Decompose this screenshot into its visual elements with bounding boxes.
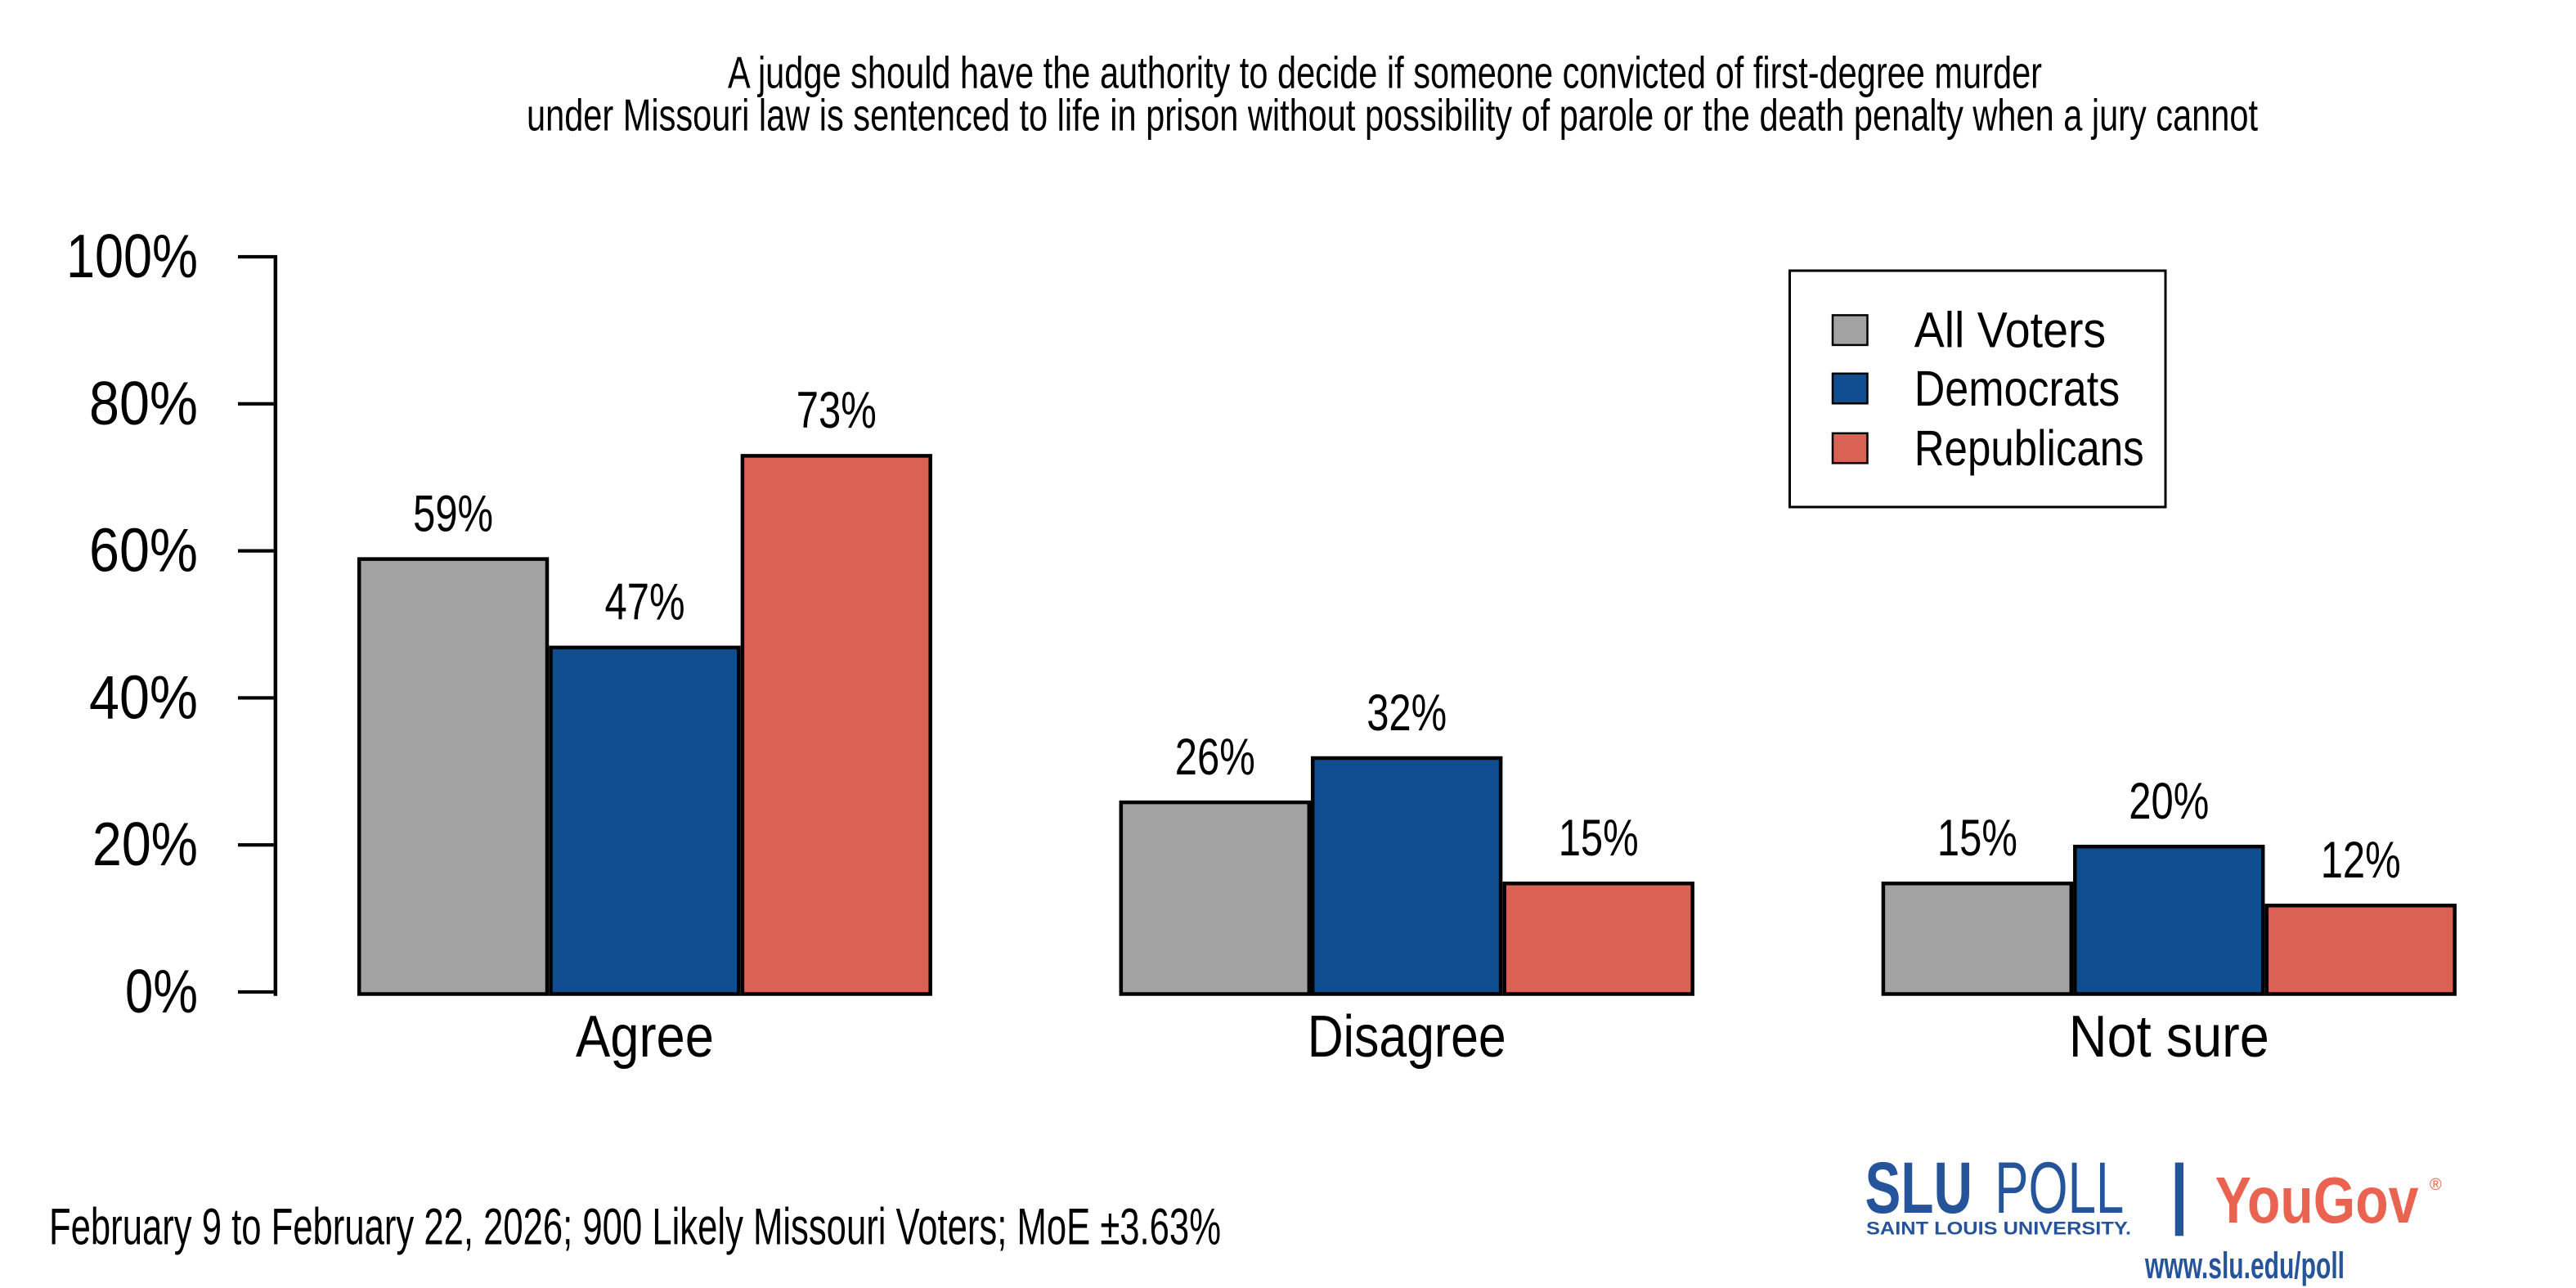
svg-text:59%: 59% [413,485,493,542]
svg-text:Agree: Agree [576,1004,714,1070]
svg-text:Disagree: Disagree [1308,1004,1506,1070]
svg-text:SLU: SLU [1865,1147,1973,1228]
svg-text:February 9 to February 22, 202: February 9 to February 22, 2026; 900 Lik… [49,1199,1221,1256]
svg-text:YouGov: YouGov [2215,1164,2419,1236]
svg-text:12%: 12% [2321,832,2401,889]
svg-text:A judge should have the author: A judge should have the authority to dec… [728,47,2042,98]
svg-text:15%: 15% [1937,810,2017,867]
svg-text:47%: 47% [605,574,685,631]
svg-text:73%: 73% [797,382,877,439]
svg-text:40%: 40% [89,662,198,731]
svg-text:20%: 20% [2129,773,2209,830]
svg-text:80%: 80% [89,369,198,438]
svg-text:www.slu.edu/poll: www.slu.edu/poll [2144,1245,2345,1286]
svg-text:Democrats: Democrats [1914,361,2120,416]
svg-text:®: ® [2430,1176,2442,1194]
svg-text:Republicans: Republicans [1914,420,2144,476]
svg-text:32%: 32% [1367,684,1447,742]
svg-text:15%: 15% [1559,810,1639,867]
svg-text:All Voters: All Voters [1914,302,2107,357]
svg-text:0%: 0% [125,957,198,1025]
svg-text:60%: 60% [89,516,198,585]
svg-text:100%: 100% [66,222,198,290]
svg-text:POLL: POLL [1995,1147,2124,1228]
svg-text:under Missouri law is sentence: under Missouri law is sentenced to life … [527,89,2258,140]
svg-text:SAINT LOUIS UNIVERSITY.: SAINT LOUIS UNIVERSITY. [1866,1218,2131,1239]
svg-text:Not sure: Not sure [2069,1004,2269,1070]
svg-text:26%: 26% [1175,729,1255,786]
svg-text:20%: 20% [92,810,198,878]
